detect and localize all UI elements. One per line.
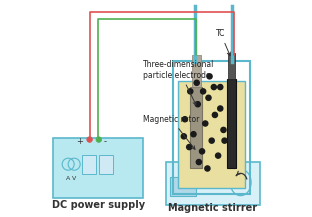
Text: Magnetic rotor: Magnetic rotor (143, 115, 199, 149)
Circle shape (187, 145, 192, 150)
Circle shape (188, 89, 193, 94)
Circle shape (196, 159, 202, 165)
Circle shape (221, 127, 226, 133)
Text: -: - (104, 137, 106, 146)
Text: TC: TC (216, 29, 230, 56)
Circle shape (199, 149, 205, 154)
Circle shape (201, 89, 206, 94)
Bar (192, 55, 201, 87)
Text: A: A (66, 176, 70, 181)
Circle shape (181, 134, 186, 139)
Text: V: V (72, 176, 76, 181)
Circle shape (212, 112, 217, 117)
Circle shape (206, 95, 211, 100)
Circle shape (195, 102, 200, 107)
Circle shape (211, 84, 217, 90)
Text: Three-dimensional
particle electrode: Three-dimensional particle electrode (143, 60, 215, 105)
Text: Magnetic stirrer: Magnetic stirrer (168, 204, 257, 214)
Circle shape (209, 138, 214, 143)
Text: +: + (76, 137, 83, 146)
Circle shape (203, 121, 208, 126)
Bar (173, 61, 250, 194)
Circle shape (216, 153, 221, 158)
Bar (82, 155, 96, 174)
Bar (99, 155, 113, 174)
Bar (190, 87, 202, 168)
Circle shape (218, 106, 223, 111)
Circle shape (205, 166, 210, 171)
Bar (227, 79, 236, 168)
Ellipse shape (230, 169, 251, 196)
Bar (170, 177, 196, 196)
Bar (53, 138, 143, 199)
Circle shape (194, 80, 199, 85)
Bar (228, 53, 235, 79)
Circle shape (182, 117, 188, 122)
Circle shape (218, 84, 223, 90)
Circle shape (87, 137, 92, 142)
Bar (166, 162, 260, 205)
Circle shape (222, 138, 227, 143)
Bar (178, 81, 245, 188)
Circle shape (96, 137, 102, 142)
Bar (178, 81, 245, 188)
Circle shape (207, 74, 212, 79)
Circle shape (191, 132, 196, 137)
Text: DC power supply: DC power supply (51, 200, 145, 210)
